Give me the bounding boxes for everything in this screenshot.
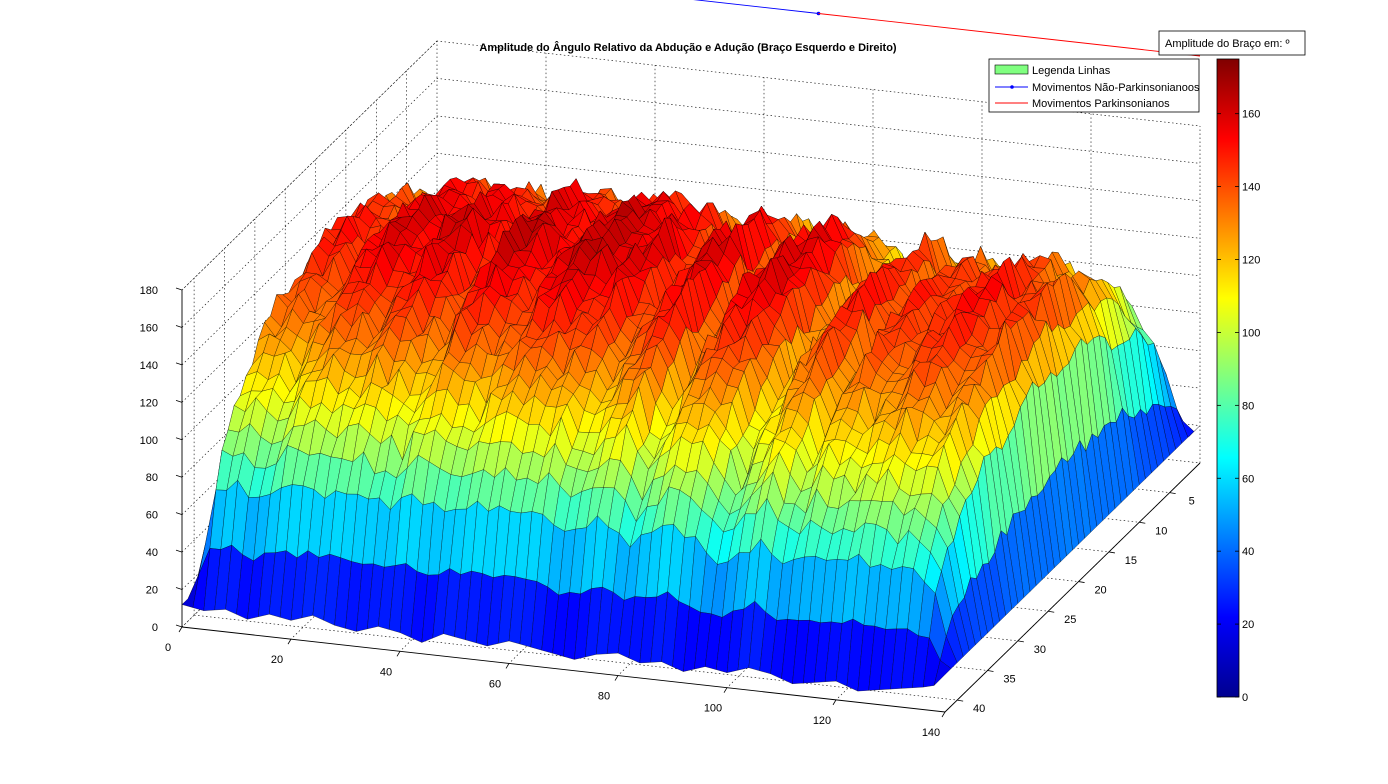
colorbar-tick-label: 0 [1242,692,1248,704]
legend-patch [994,64,1029,75]
z-tick [175,474,183,478]
y-tick [1139,521,1146,524]
y-tick-label: 25 [1064,614,1076,626]
colorbar-tick-label: 80 [1242,400,1254,412]
y-tick-label: 15 [1125,555,1137,567]
y-tick [1017,640,1024,643]
colorbar-tick-label: 100 [1242,327,1260,339]
x-tick [505,663,510,669]
legend: Legenda Linhas Movimentos Não-Parkinsoni… [988,58,1200,113]
y-tick [987,670,994,672]
z-tick-labels: 0 20 40 60 80 100 120 140 160 180 [140,285,183,634]
z-tick-label: 180 [140,285,158,297]
z-tick-label: 100 [140,435,158,447]
colorbar-tick-label: 160 [1242,109,1260,121]
x-tick-label: 100 [704,703,722,715]
y-tick [1108,551,1115,554]
line-nao-parkinsonianos [693,0,819,14]
x-tick [178,626,183,633]
z-tick [175,549,183,553]
x-tick [941,711,946,718]
x-tick-labels: 0 20 40 60 80 100 120 140 [165,626,946,739]
y-tick-label: 35 [1003,674,1015,686]
y-tick [1048,610,1055,613]
x-tick-label: 80 [598,691,610,703]
surface-facet [933,660,952,687]
colorbar-tick-label: 60 [1242,473,1254,485]
z-tick-label: 40 [146,547,158,559]
y-tick [957,699,964,702]
x-tick-label: 60 [489,678,501,690]
legend-label-blue: Movimentos Não-Parkinsonianoos [1032,82,1200,94]
z-tick-label: 0 [152,622,158,634]
colorbar-gradient [1216,58,1240,698]
z-tick-label: 80 [146,472,158,484]
x-tick [832,699,837,706]
surface-mesh [181,177,1201,692]
x-tick [614,675,619,681]
y-tick [1169,492,1176,495]
x-tick [723,687,728,693]
y-tick-label: 5 [1189,496,1195,508]
y-tick-label: 30 [1034,644,1046,656]
z-tick [175,624,183,628]
y-tick-labels: 5 10 15 20 25 30 35 40 [957,492,1195,715]
y-tick-label: 40 [973,703,985,715]
z-tick [175,587,183,590]
z-tick [175,362,183,366]
chart-title: Amplitude do Ângulo Relativo da Abdução … [479,41,897,54]
line-parkinsonianos [818,13,1201,57]
z-tick [175,512,183,516]
z-tick [175,325,183,328]
y-tick-label: 10 [1155,525,1167,537]
colorbar-tick-label: 120 [1242,255,1260,267]
x-tick-label: 120 [813,715,831,727]
x-tick-label: 140 [922,727,940,739]
colorbar-tick-label: 20 [1242,619,1254,631]
z-tick [175,437,183,441]
z-tick-label: 140 [140,360,158,372]
z-tick-label: 60 [146,510,158,522]
z-tick-label: 160 [140,322,158,334]
colorbar: 0 20 40 60 80 100 120 140 160 Amplitude do Braço… [1158,30,1306,704]
x-tick-label: 40 [380,666,392,678]
colorbar-tick-label: 140 [1242,182,1260,194]
colorbar-label: Amplitude do Braço em: º [1165,38,1289,50]
x-tick [396,651,401,657]
colorbar-tick-label: 40 [1242,546,1254,558]
z-tick-label: 120 [140,397,158,409]
z-tick-label: 20 [146,585,158,597]
legend-label-patch: Legenda Linhas [1032,65,1111,77]
x-tick [287,638,292,645]
series-lines [693,0,1201,57]
y-tick-label: 20 [1094,585,1106,597]
legend-label-red: Movimentos Parkinsonianos [1032,98,1170,110]
x-tick-label: 20 [271,654,283,666]
colorbar-label-box [1158,30,1306,56]
z-tick [175,399,183,403]
y-tick [1078,581,1085,583]
colorbar-ticks: 0 20 40 60 80 100 120 140 160 [1217,109,1260,704]
x-tick-label: 0 [165,642,171,654]
z-tick [175,287,183,291]
legend-marker-blue [1010,85,1014,89]
